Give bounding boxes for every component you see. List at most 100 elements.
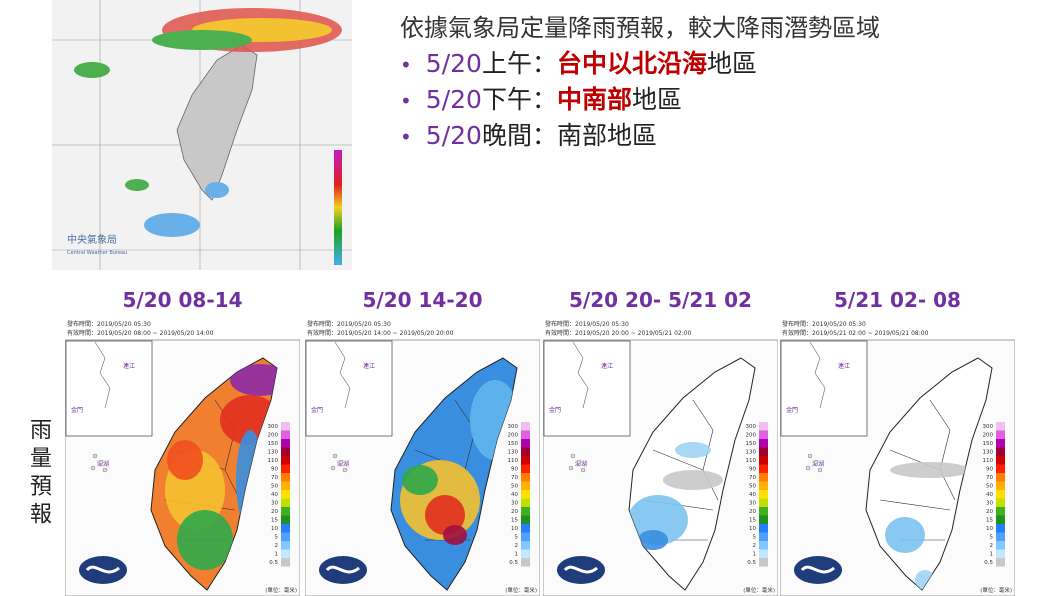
cwb-logo-mark <box>85 565 120 574</box>
legend-label: 90 <box>749 467 756 473</box>
legend-swatch <box>281 464 290 473</box>
place-label: 澎湖 <box>97 460 109 468</box>
side-label: 雨量預報 <box>26 418 51 530</box>
place-label: 澎湖 <box>812 460 824 468</box>
legend-swatch <box>281 430 290 439</box>
legend-swatch <box>759 532 768 541</box>
legend-label: 15 <box>749 518 756 524</box>
legend-label: 5 <box>515 535 519 541</box>
legend-label: 20 <box>986 509 993 515</box>
legend-swatch <box>996 430 1005 439</box>
legend-swatch <box>521 430 530 439</box>
legend-swatch <box>996 422 1005 431</box>
legend-swatch <box>281 558 290 567</box>
rain-area <box>443 525 467 545</box>
legend-label: 40 <box>986 492 993 498</box>
legend-label: 30 <box>749 501 756 507</box>
legend-label: 2 <box>753 543 757 549</box>
legend-swatch <box>521 558 530 567</box>
legend-label: 70 <box>511 475 518 481</box>
legend-swatch <box>759 430 768 439</box>
legend-swatch <box>521 507 530 516</box>
legend-label: 130 <box>508 450 519 456</box>
legend-swatch <box>281 473 290 482</box>
legend-swatch <box>759 464 768 473</box>
inset <box>65 340 153 437</box>
legend-swatch <box>521 422 530 431</box>
legend-label: 200 <box>508 433 519 439</box>
legend-swatch <box>281 422 290 431</box>
legend-label: 5 <box>275 535 279 541</box>
inset-coast <box>809 341 826 409</box>
legend-swatch <box>281 456 290 465</box>
legend-label: 10 <box>749 526 756 532</box>
legend-label: 300 <box>746 424 757 430</box>
legend-swatch <box>281 439 290 448</box>
legend-label: 50 <box>271 484 278 490</box>
rain-area <box>402 465 438 495</box>
legend-label: 40 <box>749 492 756 498</box>
legend-label: 200 <box>983 433 994 439</box>
rain-area <box>629 495 688 545</box>
place-label: 金門 <box>549 406 561 414</box>
cwb-logo-mark <box>800 565 835 574</box>
legend-label: 5 <box>753 535 757 541</box>
legend-label: 40 <box>511 492 518 498</box>
legend-swatch <box>996 490 1005 499</box>
agency: 中央氣象局 <box>67 233 117 246</box>
legend-swatch <box>996 541 1005 550</box>
island <box>332 453 338 459</box>
legend-swatch <box>281 549 290 558</box>
legend-swatch <box>281 515 290 524</box>
legend-label: 2 <box>275 543 279 549</box>
legend-label: 150 <box>268 441 279 447</box>
legend-swatch <box>759 481 768 490</box>
legend-swatch <box>996 515 1005 524</box>
radar-image: 中央氣象局 Central Weather Bureau <box>52 0 352 270</box>
island <box>568 465 574 471</box>
legend-label: 70 <box>271 475 278 481</box>
panel-title: 5/20 08-14 <box>122 288 243 312</box>
legend-label: 15 <box>271 518 278 524</box>
inset <box>305 340 393 437</box>
legend-swatch <box>996 473 1005 482</box>
inset-coast <box>334 341 351 409</box>
legend-label: 150 <box>508 441 519 447</box>
rain-area <box>663 470 723 490</box>
legend-swatch <box>281 490 290 499</box>
legend-swatch <box>521 541 530 550</box>
legend-label: 30 <box>271 501 278 507</box>
place-label: 澎湖 <box>575 460 587 468</box>
place-label: 金門 <box>311 406 323 414</box>
suffix: 地區 <box>631 85 682 114</box>
legend-label: 20 <box>749 509 756 515</box>
island <box>342 467 348 473</box>
valid-time: 有效時間：2019/05/20 08:00 ~ 2019/05/20 14:00 <box>67 329 214 337</box>
rain-area <box>675 442 711 458</box>
legend-label: 130 <box>268 450 279 456</box>
place-label: 澎湖 <box>337 460 349 468</box>
island <box>805 465 811 471</box>
rain-area <box>638 530 668 550</box>
legend-swatch <box>996 549 1005 558</box>
highlight: 中南部 <box>556 85 632 114</box>
rain-area <box>890 462 970 478</box>
legend-swatch <box>996 524 1005 533</box>
legend-unit: (單位：毫米) <box>980 586 1012 594</box>
legend-label: 110 <box>746 458 757 464</box>
island <box>98 459 104 465</box>
rain-area <box>167 440 203 480</box>
rain-area <box>177 510 233 570</box>
legend-swatch <box>281 447 290 456</box>
period: 下午： <box>481 85 557 114</box>
legend-swatch <box>759 498 768 507</box>
rain-areas <box>165 364 277 570</box>
legend-label: 200 <box>746 433 757 439</box>
legend-label: 2 <box>515 543 519 549</box>
date: 5/20 <box>425 121 482 150</box>
legend-swatch <box>521 532 530 541</box>
legend-label: 130 <box>746 450 757 456</box>
panel-title: 5/20 20- 5/21 02 <box>569 288 752 312</box>
legend-label: 0.5 <box>984 560 993 566</box>
